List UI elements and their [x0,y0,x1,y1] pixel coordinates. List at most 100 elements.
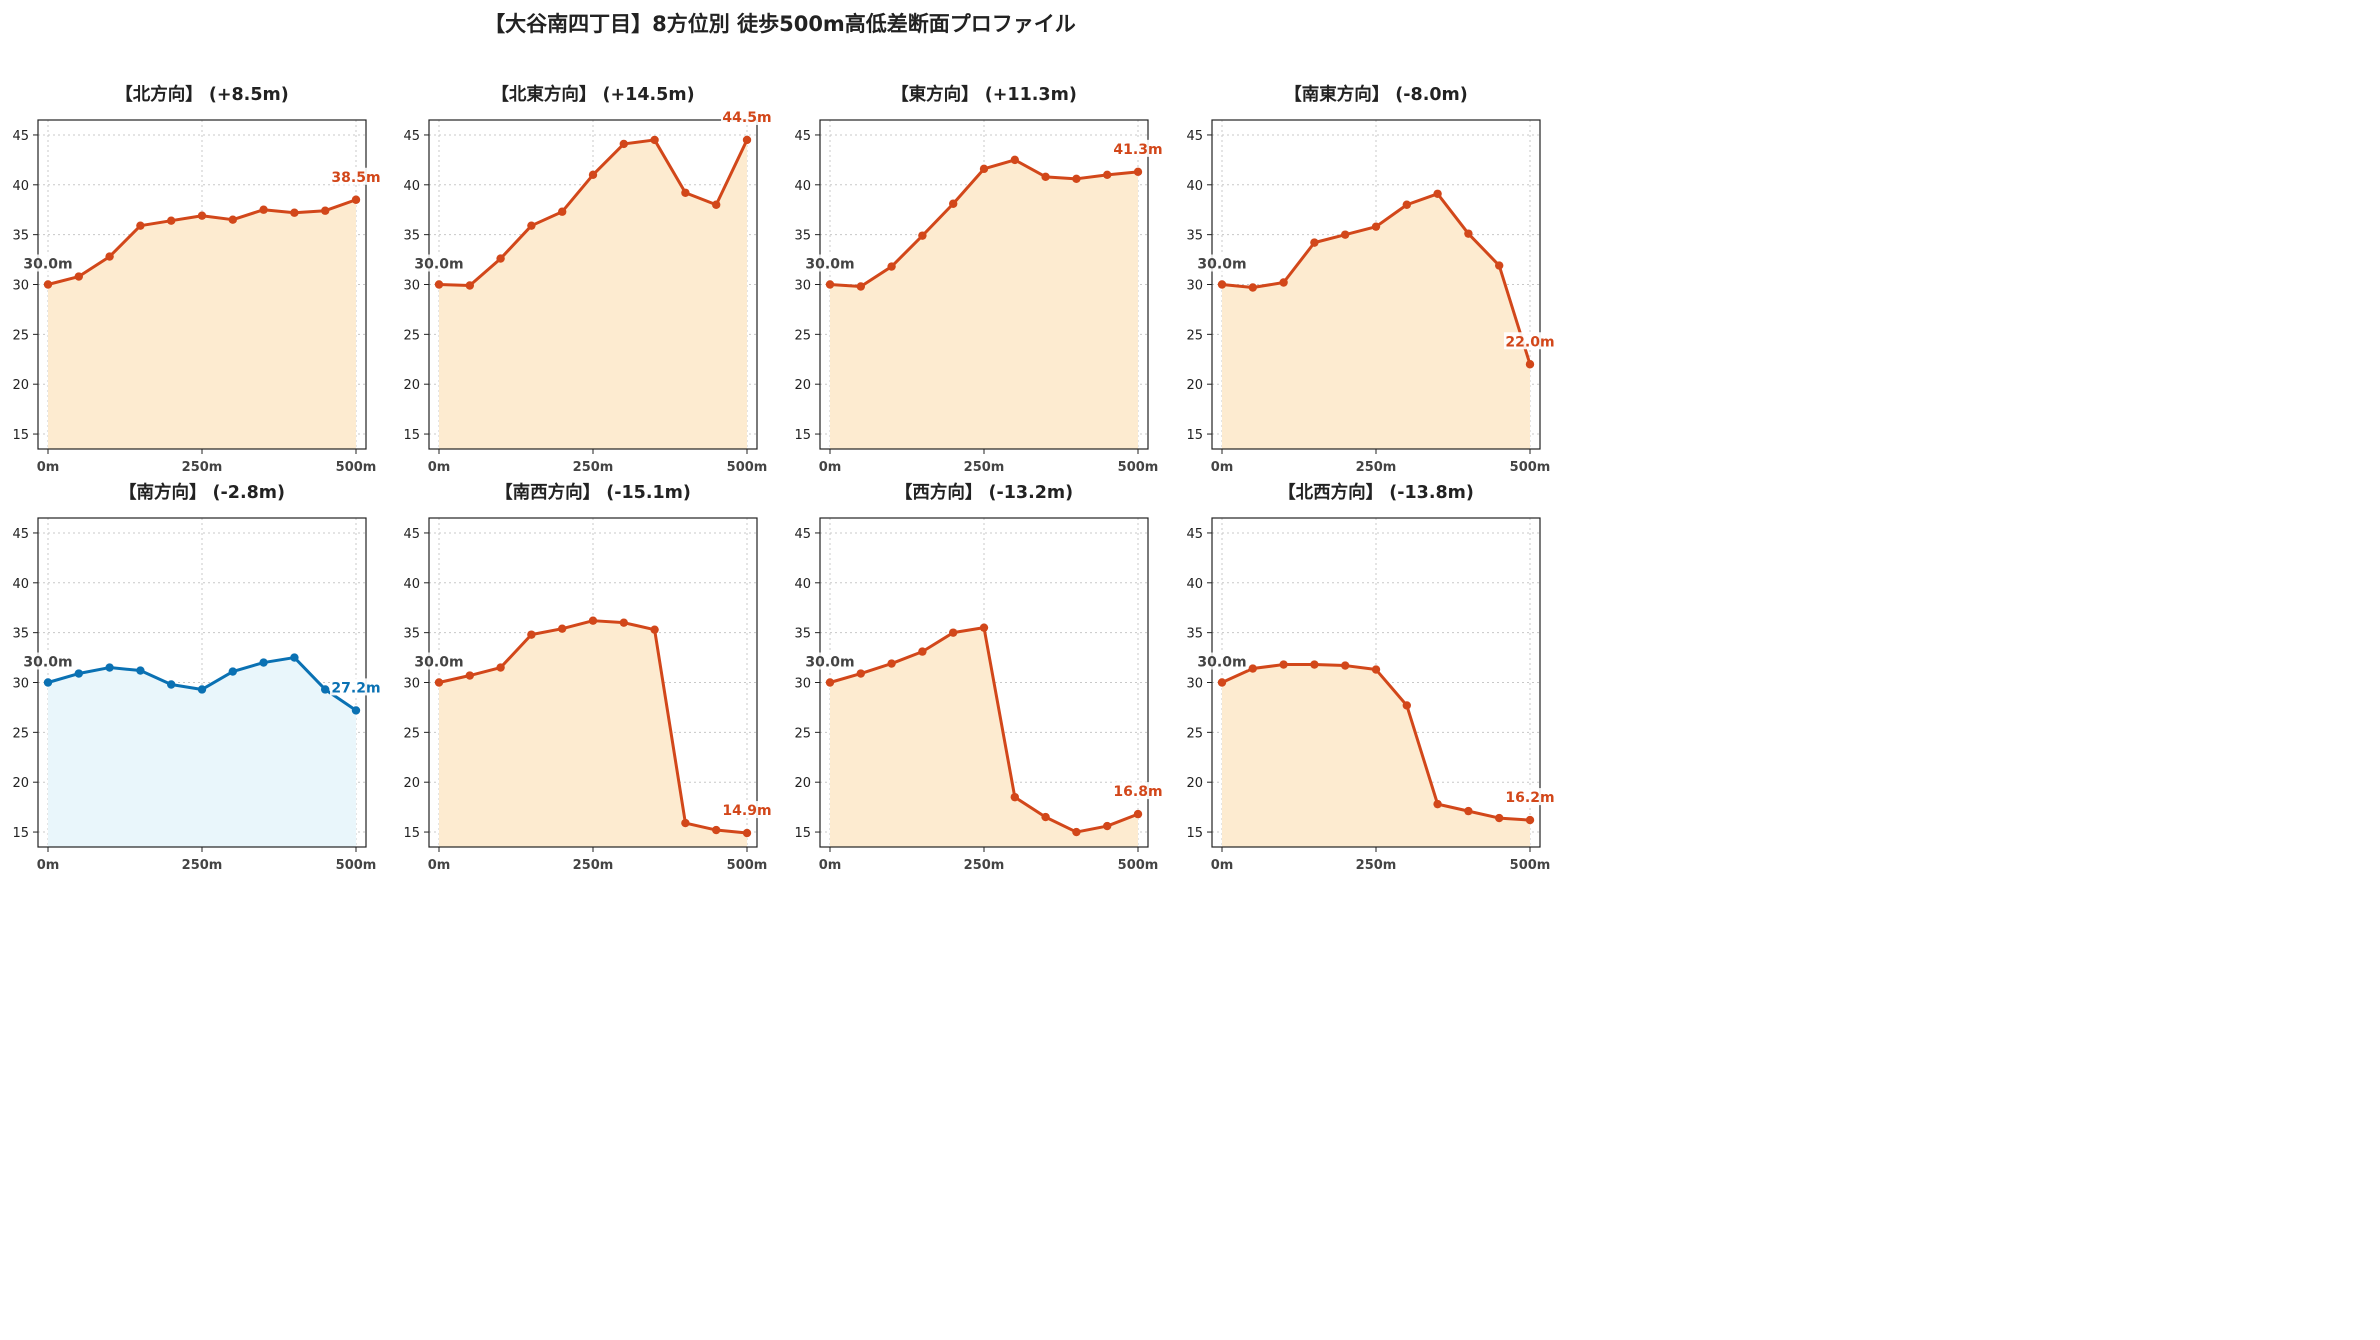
data-point [105,252,114,261]
data-point [259,205,268,214]
y-tick-label: 45 [403,129,420,144]
start-label-bg [804,254,856,272]
y-tick-label: 35 [1186,229,1203,244]
end-label-bg [330,167,382,185]
y-tick-label: 20 [403,776,420,791]
end-label: 14.9m [722,803,771,819]
y-tick-label: 15 [794,428,811,443]
end-label: 22.0m [1505,334,1554,350]
data-point [856,669,865,678]
y-tick-label: 15 [403,428,420,443]
start-label: 30.0m [805,655,854,671]
data-point [949,628,958,637]
data-point [825,280,835,289]
y-tick-label: 45 [1186,527,1203,542]
y-tick-label: 30 [403,279,420,294]
x-tick-label: 0m [37,858,60,873]
x-tick-label: 500m [1510,858,1551,873]
data-point [167,680,176,689]
data-point [351,706,361,715]
y-tick-label: 40 [794,577,811,592]
x-tick-label: 500m [336,460,377,475]
figure-title: 【大谷南四丁目】8方位別 徒歩500m高低差断面プロファイル [484,12,1076,36]
y-tick-label: 30 [403,677,420,692]
y-tick-label: 30 [1186,279,1203,294]
data-point [1133,809,1143,819]
data-point [1371,222,1381,231]
data-point [1402,701,1412,710]
y-tick-label: 35 [12,627,29,642]
x-tick-label: 250m [1356,858,1397,873]
y-tick-label: 20 [403,378,420,393]
start-label: 30.0m [23,257,72,273]
x-tick-label: 500m [727,858,768,873]
data-point [1495,261,1504,270]
panel-title: 【北西方向】 (-13.8m) [1278,482,1474,503]
chart-panel-6: 15 20 25 30 35 40 45 0m 250m 500m 【南西方向】 (-15.1m) 3… [403,482,773,873]
start-label: 30.0m [414,655,463,671]
end-label: 16.8m [1113,784,1162,800]
data-point [43,280,53,289]
start-label-bg [22,254,74,272]
y-tick-label: 45 [12,129,29,144]
x-tick-label: 500m [727,460,768,475]
start-label-bg [804,652,856,670]
data-point [1248,664,1258,673]
data-point [1371,665,1381,674]
area-fill [1222,664,1530,847]
x-tick-label: 500m [1118,460,1159,475]
y-tick-label: 30 [1186,677,1203,692]
chart-panel-5: 15 20 25 30 35 40 45 0m 250m 500m 【南方向】 (-2.8m) 30.… [12,482,382,873]
data-point [1103,170,1112,180]
y-tick-label: 25 [12,328,29,343]
y-tick-label: 45 [794,527,811,542]
data-point [588,170,598,180]
x-tick-label: 250m [964,858,1005,873]
data-point [527,630,536,639]
data-point [856,282,865,291]
data-point [1464,806,1473,816]
y-tick-label: 45 [794,129,811,144]
x-tick-label: 250m [573,460,614,475]
y-tick-label: 35 [403,627,420,642]
end-label-bg [721,801,773,819]
y-tick-label: 45 [403,527,420,542]
data-point [1248,283,1258,292]
y-tick-label: 40 [12,577,29,592]
data-point [650,625,659,634]
data-point [1433,189,1442,198]
data-point [918,231,927,240]
panel-title: 【西方向】 (-13.2m) [895,482,1073,503]
x-tick-label: 0m [819,858,842,873]
data-point [588,616,598,625]
y-tick-label: 40 [794,179,811,194]
start-label: 30.0m [805,257,854,273]
data-point [619,618,628,627]
data-point [1310,238,1319,247]
panel-title: 【北方向】 (+8.5m) [115,84,289,105]
data-point [887,262,896,271]
data-point [979,623,989,632]
data-point [619,139,628,149]
end-label-bg [1112,139,1164,157]
y-tick-label: 30 [12,279,29,294]
y-tick-label: 15 [403,826,420,841]
data-point [1072,174,1081,184]
data-point [1103,821,1112,831]
x-tick-label: 500m [336,858,377,873]
data-point [650,135,659,145]
end-label: 41.3m [1113,142,1162,158]
y-tick-label: 25 [1186,328,1203,343]
area-fill [48,657,356,847]
x-tick-label: 250m [573,858,614,873]
data-point [1402,200,1412,209]
y-tick-label: 40 [12,179,29,194]
end-label-bg [721,107,773,125]
y-tick-label: 20 [12,378,29,393]
x-tick-label: 0m [428,460,451,475]
data-point [434,678,444,687]
end-label-bg [1504,788,1556,806]
chart-panel-8: 15 20 25 30 35 40 45 0m 250m 500m 【北西方向】 (-13.8m) 3… [1186,482,1556,873]
y-tick-label: 35 [794,229,811,244]
data-point [1041,172,1050,182]
